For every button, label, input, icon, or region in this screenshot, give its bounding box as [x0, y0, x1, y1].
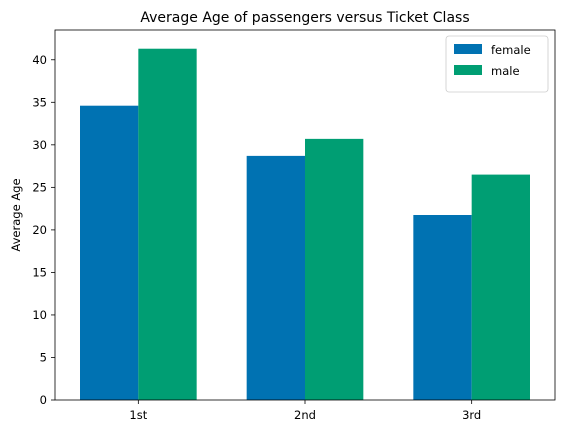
bar-male-1st — [138, 48, 197, 400]
y-tick-label: 15 — [32, 265, 47, 279]
x-tick-label-2nd: 2nd — [294, 408, 316, 422]
bars-layer — [80, 48, 530, 401]
y-tick-label: 10 — [32, 308, 47, 322]
y-tick-label: 30 — [32, 138, 47, 152]
axes-layer: 0 5 10 15 20 25 30 35 40 1st 2nd 3rd — [32, 29, 556, 422]
x-tick-label-3rd: 3rd — [462, 408, 481, 422]
y-tick-label: 0 — [40, 393, 47, 407]
legend-swatch-female — [454, 44, 482, 54]
legend-label-female: female — [491, 43, 531, 57]
y-tick-label: 20 — [32, 223, 47, 237]
y-tick-label: 35 — [32, 95, 47, 109]
legend-swatch-male — [454, 65, 482, 75]
legend: female male — [445, 35, 549, 93]
legend-label-male: male — [491, 64, 520, 78]
x-tick-label-1st: 1st — [129, 408, 147, 422]
bar-male-2nd — [305, 138, 364, 400]
y-axis-label: Average Age — [9, 178, 23, 251]
bar-female-2nd — [246, 155, 305, 400]
y-tick-label: 40 — [32, 53, 47, 67]
bar-female-3rd — [413, 215, 472, 400]
bar-female-1st — [80, 105, 139, 401]
bar-male-3rd — [471, 174, 530, 400]
y-tick-label: 25 — [32, 180, 47, 194]
chart-title: Average Age of passengers versus Ticket … — [140, 10, 469, 26]
y-tick-label: 5 — [40, 350, 47, 364]
